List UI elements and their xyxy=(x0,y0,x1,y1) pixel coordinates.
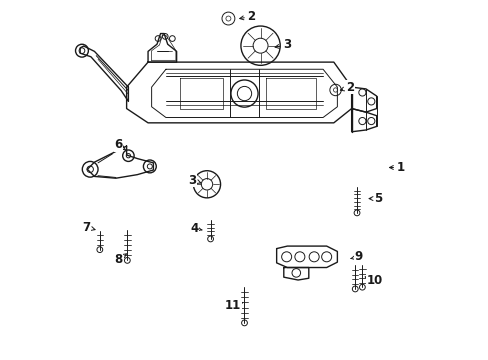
Text: 10: 10 xyxy=(365,274,382,287)
Text: 4: 4 xyxy=(190,222,202,235)
Text: 2: 2 xyxy=(340,81,353,94)
Text: 9: 9 xyxy=(350,250,362,263)
Text: 6: 6 xyxy=(114,139,125,152)
Text: 7: 7 xyxy=(82,221,95,234)
Text: 3: 3 xyxy=(275,39,291,51)
Text: 1: 1 xyxy=(388,161,404,174)
Text: 3: 3 xyxy=(188,174,201,186)
Text: 5: 5 xyxy=(368,192,382,205)
Text: 2: 2 xyxy=(239,10,255,23)
Text: 11: 11 xyxy=(224,299,242,312)
Text: 8: 8 xyxy=(114,253,126,266)
